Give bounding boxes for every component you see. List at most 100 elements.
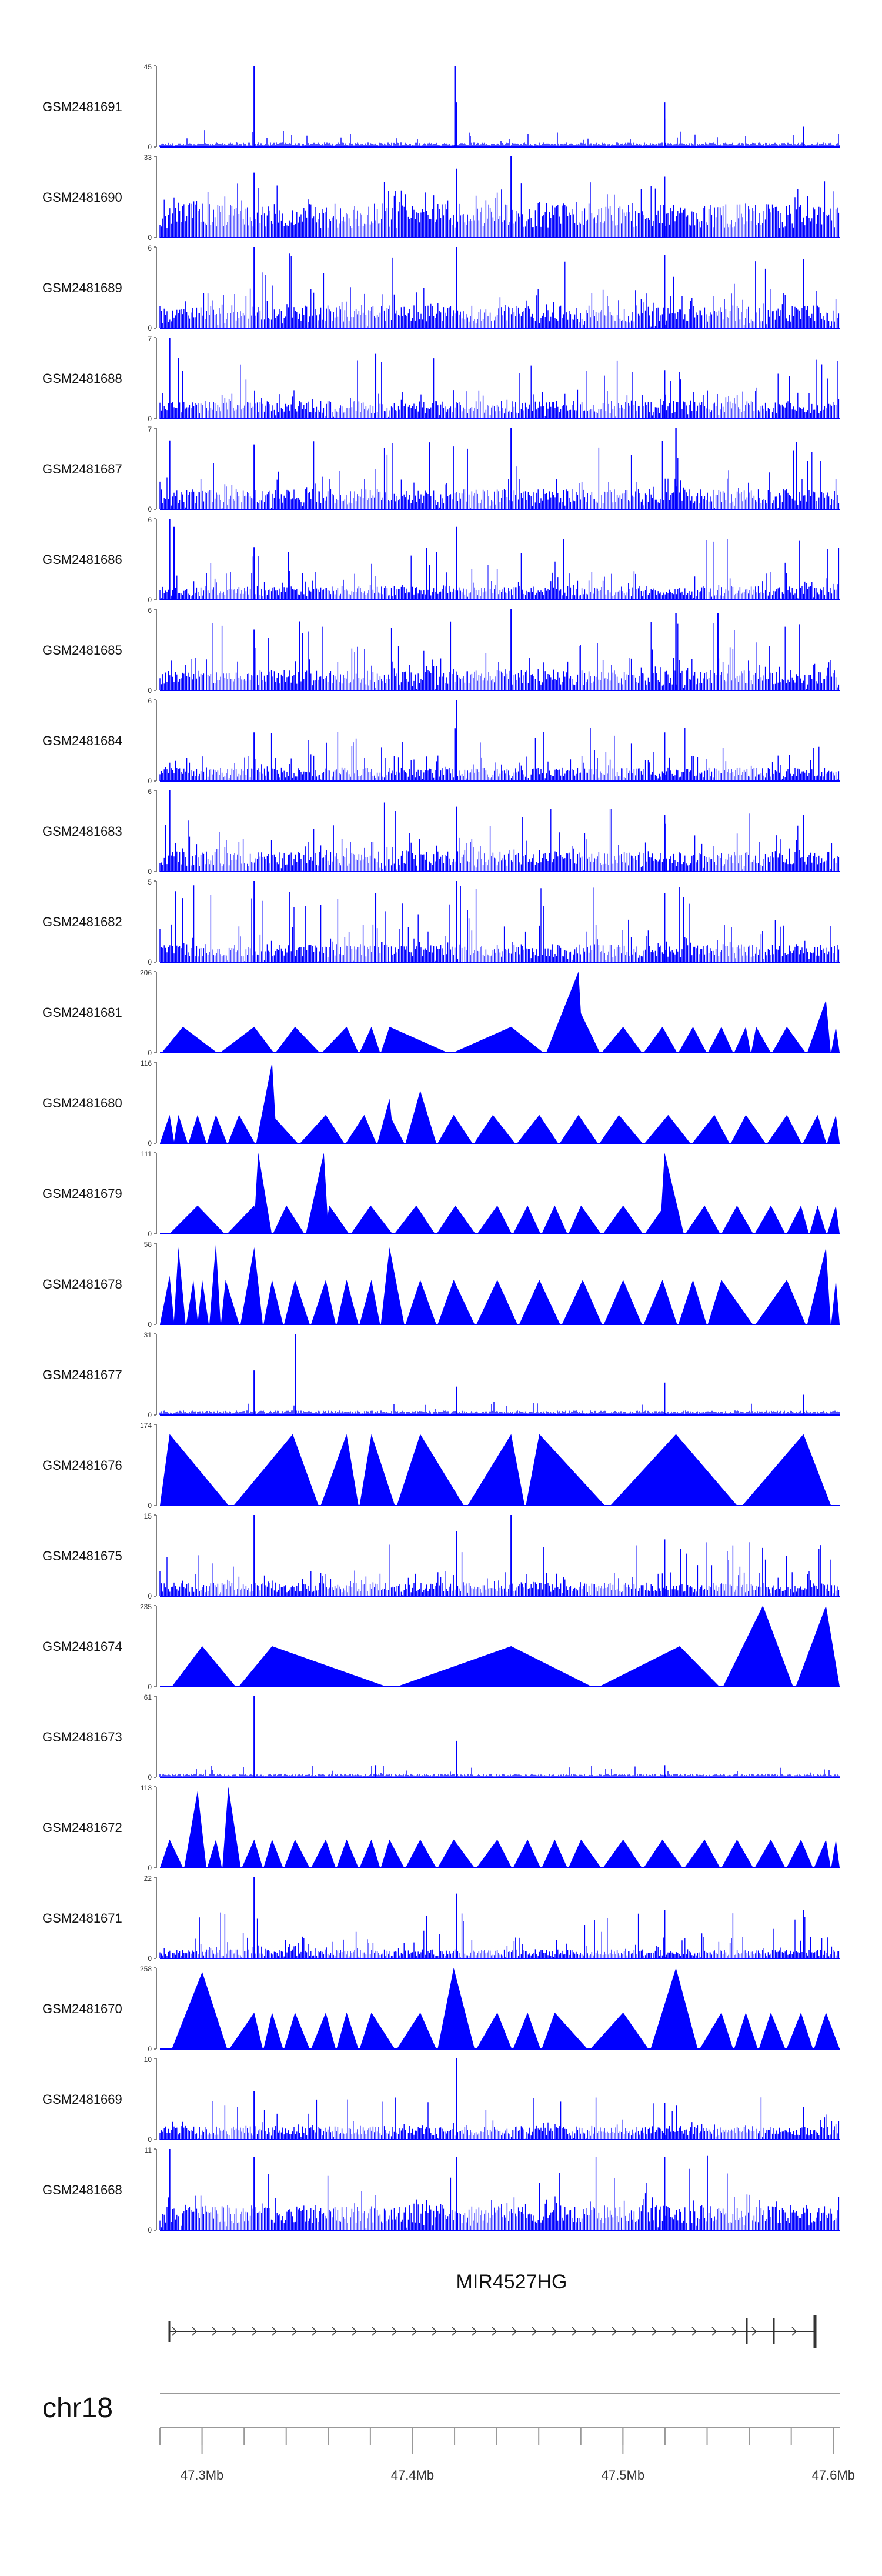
coverage-peak xyxy=(513,2012,541,2049)
strand-arrow-icon xyxy=(412,2327,417,2336)
coverage-peak xyxy=(160,1839,183,1868)
track-ymax-label: 174 xyxy=(140,1422,152,1430)
coverage-signal xyxy=(159,1542,840,1596)
strand-arrow-icon xyxy=(352,2327,358,2336)
coverage-peak xyxy=(320,1434,359,1506)
track-ymin-label: 0 xyxy=(148,505,152,513)
coverage-peak xyxy=(542,1205,567,1234)
coverage-peak xyxy=(242,1839,263,1868)
track-label: GSM2481668 xyxy=(42,2183,122,2197)
track-GSM2481691: GSM2481691 45 0 xyxy=(42,63,840,151)
coverage-peak xyxy=(786,2012,813,2049)
coverage-peak xyxy=(310,2012,336,2049)
coverage-peak xyxy=(310,1839,336,1868)
coverage-peak xyxy=(405,1280,437,1324)
track-ymax-label: 33 xyxy=(144,154,152,162)
axis-tick-label: 47.3Mb xyxy=(181,2468,223,2482)
track-ymax-label: 11 xyxy=(145,2146,152,2154)
strand-arrow-icon xyxy=(711,2327,717,2336)
strand-arrow-icon xyxy=(552,2327,557,2336)
track-ymax-label: 31 xyxy=(144,1331,152,1339)
coverage-peak xyxy=(306,1153,329,1234)
coverage-peak xyxy=(476,1280,518,1324)
track-GSM2481679: GSM2481679 111 0 xyxy=(42,1150,840,1238)
track-label: GSM2481681 xyxy=(42,1005,122,1020)
strand-arrow-icon xyxy=(312,2327,318,2336)
coverage-peak xyxy=(751,1026,771,1053)
track-label: GSM2481677 xyxy=(42,1367,122,1382)
coverage-peak xyxy=(685,1205,720,1234)
strand-arrow-icon xyxy=(592,2327,597,2336)
coverage-peak xyxy=(233,1434,319,1506)
track-label: GSM2481673 xyxy=(42,1730,122,1744)
coverage-peak xyxy=(603,1839,642,1868)
coverage-peak xyxy=(207,1115,228,1143)
track-ymin-label: 0 xyxy=(148,777,152,785)
track-label: GSM2481669 xyxy=(42,2092,122,2107)
coverage-peak xyxy=(754,1839,786,1868)
coverage-peak xyxy=(267,1115,298,1143)
track-GSM2481676: GSM2481676 174 0 xyxy=(42,1422,840,1510)
coverage-peak xyxy=(284,1280,310,1324)
coverage-peak xyxy=(559,1115,598,1143)
track-ymin-label: 0 xyxy=(148,1954,152,1963)
coverage-peak xyxy=(610,1434,737,1506)
coverage-peak xyxy=(542,1839,567,1868)
track-GSM2481685: GSM2481685 6 0 xyxy=(42,606,840,695)
coverage-peak xyxy=(814,2012,840,2049)
track-label: GSM2481670 xyxy=(42,2001,122,2016)
track-ymax-label: 61 xyxy=(144,1693,152,1701)
coverage-peak xyxy=(173,1115,188,1143)
coverage-peak xyxy=(396,2012,437,2049)
coverage-peak xyxy=(284,2012,310,2049)
coverage-peak xyxy=(721,1205,754,1234)
coverage-peak xyxy=(827,1205,840,1234)
track-ymax-label: 58 xyxy=(144,1240,152,1249)
coverage-signal xyxy=(159,539,840,600)
coverage-peak xyxy=(229,2012,263,2049)
coverage-peak xyxy=(467,1434,525,1506)
coverage-peak xyxy=(643,1026,677,1053)
track-label: GSM2481683 xyxy=(42,824,122,839)
coverage-peak xyxy=(359,2012,395,2049)
strand-arrow-icon xyxy=(452,2327,457,2336)
track-ymin-label: 0 xyxy=(148,2045,152,2053)
coverage-peak xyxy=(437,1968,475,2049)
track-ymax-label: 6 xyxy=(148,516,152,524)
coverage-peak xyxy=(437,1839,475,1868)
strand-arrow-icon xyxy=(691,2327,697,2336)
track-label: GSM2481686 xyxy=(42,552,122,567)
strand-arrow-icon xyxy=(532,2327,537,2336)
coverage-peak xyxy=(359,1026,380,1053)
coverage-peak xyxy=(220,1026,274,1053)
coverage-signal xyxy=(159,130,840,147)
strand-arrow-icon xyxy=(192,2327,198,2336)
coverage-peak xyxy=(772,1026,806,1053)
axis-tick-label: 47.6Mb xyxy=(812,2468,855,2482)
track-label: GSM2481684 xyxy=(42,733,122,748)
coverage-peak xyxy=(385,1115,405,1143)
track-ymax-label: 6 xyxy=(148,697,152,705)
strand-arrow-icon xyxy=(252,2327,258,2336)
coverage-peak xyxy=(359,1839,380,1868)
track-ymin-label: 0 xyxy=(148,233,152,242)
track-ymax-label: 7 xyxy=(148,335,152,343)
coverage-signal xyxy=(159,2097,840,2140)
coverage-peak xyxy=(227,1205,259,1234)
strand-arrow-icon xyxy=(612,2327,617,2336)
strand-arrow-icon xyxy=(292,2327,298,2336)
coverage-peak xyxy=(228,1115,255,1143)
track-GSM2481689: GSM2481689 6 0 xyxy=(42,244,840,332)
coverage-peak xyxy=(300,1115,345,1143)
coverage-peak xyxy=(346,1115,377,1143)
coverage-peak xyxy=(253,1153,272,1234)
track-label: GSM2481689 xyxy=(42,281,122,295)
track-ymax-label: 258 xyxy=(140,1965,152,1973)
track-GSM2481682: GSM2481682 5 0 xyxy=(42,878,840,966)
track-GSM2481684: GSM2481684 6 0 xyxy=(42,697,840,785)
coverage-peak xyxy=(809,1205,827,1234)
strand-arrow-icon xyxy=(512,2327,517,2336)
coverage-peak xyxy=(173,1247,186,1324)
coverage-peak xyxy=(188,1115,207,1143)
coverage-peak xyxy=(568,1205,602,1234)
